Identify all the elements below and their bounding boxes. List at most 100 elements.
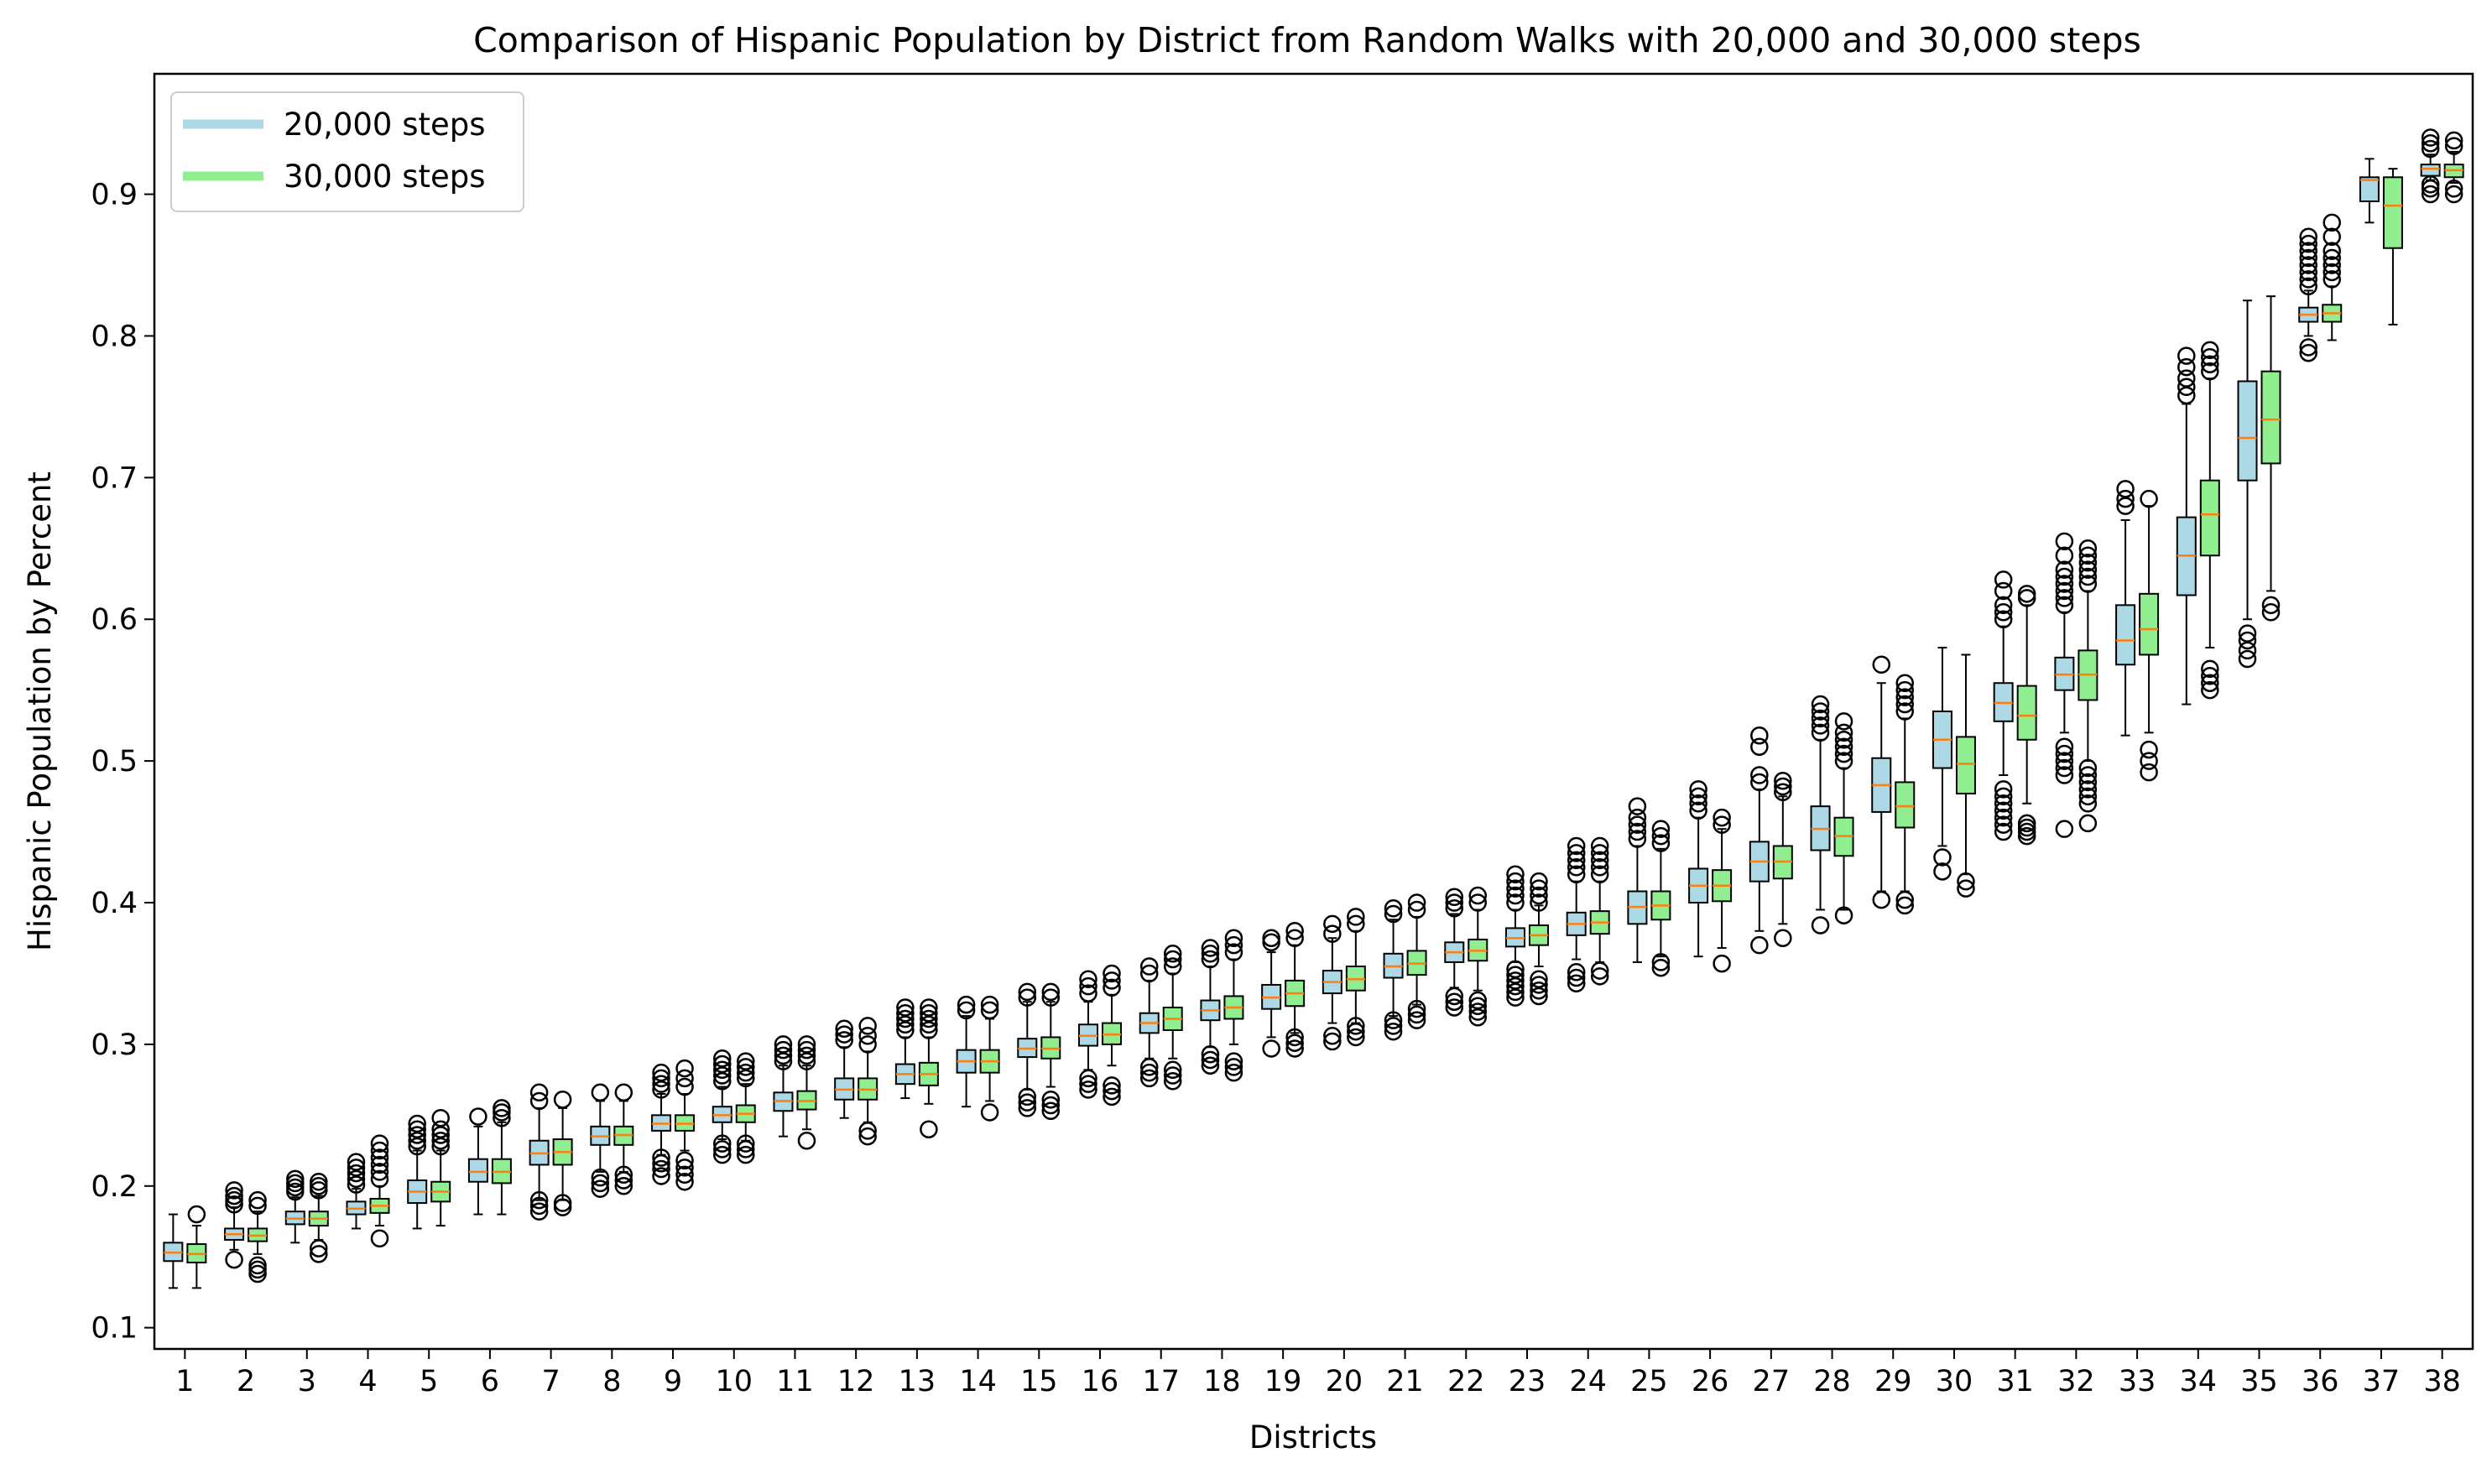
outlier-point bbox=[920, 1003, 938, 1023]
outlier-point bbox=[1041, 988, 1061, 1007]
box-d9-s1 bbox=[675, 1059, 696, 1191]
outlier-point bbox=[1933, 848, 1952, 867]
box-d12-s1 bbox=[858, 1017, 878, 1146]
box-iqr bbox=[2115, 604, 2136, 666]
box-d34-s0 bbox=[2176, 346, 2197, 706]
outlier-point bbox=[2299, 248, 2317, 268]
box-d27-s1 bbox=[1772, 772, 1793, 947]
box-d19-s1 bbox=[1285, 922, 1306, 1058]
outlier-point bbox=[713, 1054, 732, 1074]
outlier-point bbox=[1590, 865, 1609, 883]
outlier-point bbox=[1347, 1017, 1365, 1035]
outlier-point bbox=[1994, 610, 2013, 628]
box-d13-s1 bbox=[918, 998, 939, 1138]
outlier-point bbox=[1994, 780, 2013, 799]
box-d15-s1 bbox=[1040, 982, 1061, 1121]
outlier-point bbox=[2323, 242, 2341, 260]
outlier-point bbox=[1163, 1072, 1182, 1091]
outlier-point bbox=[370, 1169, 389, 1189]
outlier-point bbox=[431, 1120, 450, 1138]
box-d28-s0 bbox=[1810, 695, 1831, 935]
outlier-point bbox=[1567, 974, 1586, 993]
outlier-point bbox=[713, 1140, 732, 1159]
outlier-point bbox=[1079, 1069, 1097, 1088]
outlier-point bbox=[737, 1052, 755, 1070]
outlier-point bbox=[431, 1108, 450, 1127]
outlier-point bbox=[2140, 752, 2158, 770]
outlier-point bbox=[408, 1114, 426, 1133]
outlier-point bbox=[797, 1040, 816, 1060]
outlier-point bbox=[2238, 624, 2257, 643]
outlier-point bbox=[1079, 970, 1097, 988]
outlier-point bbox=[529, 1202, 549, 1221]
outlier-point bbox=[310, 1245, 328, 1263]
outlier-point bbox=[347, 1169, 366, 1189]
outlier-point bbox=[431, 1126, 450, 1144]
outlier-point bbox=[1018, 1093, 1037, 1112]
outlier-point bbox=[1530, 970, 1548, 988]
outlier-point bbox=[1530, 893, 1548, 912]
outlier-point bbox=[1774, 777, 1792, 796]
outlier-point bbox=[1139, 1058, 1159, 1076]
outlier-point bbox=[737, 1134, 755, 1153]
outlier-point bbox=[1139, 1063, 1159, 1082]
outlier-point bbox=[225, 1195, 243, 1214]
outlier-point bbox=[1285, 1028, 1304, 1047]
x-tick-label: 35 bbox=[2240, 1365, 2278, 1398]
x-tick-label: 3 bbox=[298, 1365, 316, 1398]
box-d32-s0 bbox=[2054, 532, 2075, 838]
outlier-point bbox=[347, 1159, 366, 1177]
box-d35-s0 bbox=[2237, 299, 2258, 669]
outlier-point bbox=[1590, 844, 1609, 862]
box-d35-s1 bbox=[2260, 295, 2281, 622]
outlier-point bbox=[2323, 270, 2341, 289]
box-d37-s0 bbox=[2359, 158, 2380, 224]
box-d13-s0 bbox=[894, 998, 915, 1100]
outlier-point bbox=[1689, 801, 1707, 820]
outlier-point bbox=[1506, 988, 1525, 1007]
outlier-point bbox=[1018, 982, 1037, 1002]
outlier-point bbox=[2421, 134, 2440, 153]
outlier-point bbox=[2078, 766, 2098, 784]
outlier-point bbox=[1834, 712, 1853, 731]
box-d5-s1 bbox=[430, 1108, 451, 1227]
outlier-point bbox=[1407, 1011, 1426, 1029]
outlier-point bbox=[1590, 961, 1609, 980]
x-tick-label: 6 bbox=[481, 1365, 499, 1398]
outlier-point bbox=[2444, 137, 2463, 155]
box-d28-s1 bbox=[1833, 712, 1854, 924]
x-tick-label: 37 bbox=[2363, 1365, 2401, 1398]
outlier-point bbox=[286, 1169, 305, 1189]
outlier-point bbox=[2140, 740, 2158, 759]
outlier-point bbox=[1201, 945, 1220, 963]
outlier-point bbox=[2299, 263, 2317, 282]
outlier-point bbox=[591, 1179, 610, 1198]
x-tick-label: 34 bbox=[2180, 1365, 2218, 1398]
outlier-point bbox=[1590, 967, 1609, 986]
box-d36-s1 bbox=[2322, 213, 2343, 341]
x-tick-label: 26 bbox=[1692, 1365, 1729, 1398]
outlier-point bbox=[713, 1145, 732, 1164]
outlier-point bbox=[980, 1103, 999, 1122]
legend-label-30000: 30,000 steps bbox=[284, 159, 486, 195]
outlier-point bbox=[896, 1003, 915, 1023]
x-tick-label: 14 bbox=[959, 1365, 997, 1398]
outlier-point bbox=[1163, 1066, 1182, 1085]
y-tick-label: 0.6 bbox=[91, 603, 138, 637]
outlier-point bbox=[920, 998, 938, 1017]
outlier-point bbox=[614, 1171, 633, 1190]
outlier-point bbox=[896, 1021, 915, 1039]
outlier-point bbox=[1468, 893, 1488, 912]
outlier-point bbox=[431, 1131, 450, 1150]
outlier-point bbox=[187, 1205, 206, 1224]
box-d16-s1 bbox=[1102, 964, 1123, 1106]
box-d21-s0 bbox=[1383, 899, 1404, 1041]
outlier-point bbox=[1347, 914, 1365, 934]
outlier-point bbox=[713, 1134, 732, 1153]
outlier-point bbox=[797, 1046, 816, 1065]
outlier-point bbox=[431, 1137, 450, 1156]
outlier-point bbox=[1468, 1002, 1488, 1021]
outlier-point bbox=[1590, 851, 1609, 870]
outlier-point bbox=[1201, 950, 1220, 969]
box-d38-s1 bbox=[2443, 131, 2464, 204]
